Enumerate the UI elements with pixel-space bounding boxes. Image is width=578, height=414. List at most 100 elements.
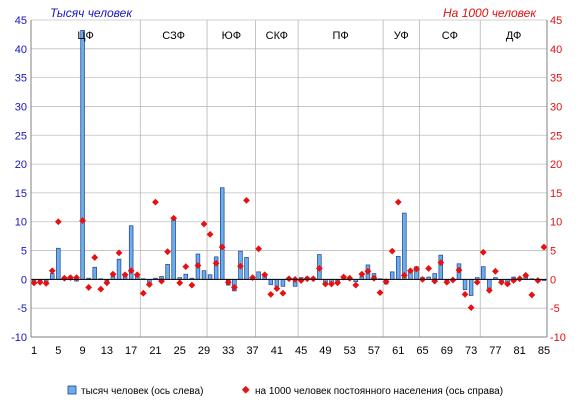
y-right-tick-label: 30 (550, 101, 562, 113)
marker-point (328, 280, 335, 288)
marker-point (200, 220, 208, 228)
marker-point (449, 276, 457, 284)
marker-point (194, 262, 202, 269)
x-tick-label: 49 (319, 345, 331, 357)
x-tick-label: 81 (514, 345, 526, 357)
district-label: СФ (442, 30, 458, 42)
bar (80, 30, 85, 280)
marker-point (504, 280, 511, 288)
marker-point (224, 278, 232, 286)
y-left-tick-label: 5 (21, 246, 27, 258)
marker-point (400, 271, 408, 279)
bar (481, 266, 486, 280)
marker-point (152, 198, 159, 206)
marker-point (437, 259, 445, 267)
x-tick-label: 57 (368, 345, 380, 357)
x-tick-label: 73 (465, 345, 477, 357)
marker-point (443, 278, 451, 286)
legend-marker-label: на 1000 человек постоянного населения (о… (255, 386, 503, 397)
marker-point (285, 275, 293, 283)
marker-point (164, 248, 171, 256)
district-label: ЮФ (222, 30, 241, 42)
x-tick-label: 13 (101, 345, 113, 357)
y-right-tick-label: 20 (550, 159, 562, 171)
y-left-tick-label: -5 (17, 303, 27, 315)
x-tick-label: 1 (31, 345, 37, 357)
marker-point (243, 197, 250, 204)
district-label: СЗФ (162, 30, 185, 42)
bar (116, 258, 122, 280)
bar (50, 273, 55, 280)
x-tick-label: 41 (271, 345, 283, 357)
bar (171, 219, 176, 280)
bar (268, 279, 274, 285)
x-tick-label: 21 (149, 345, 161, 357)
marker-point (237, 262, 244, 270)
x-tick-label: 85 (538, 345, 550, 357)
y-right-tick-label: 25 (550, 130, 562, 142)
marker-point (121, 271, 129, 279)
marker-point (91, 254, 99, 261)
district-label: СКФ (266, 30, 288, 42)
marker-point (42, 279, 50, 287)
y-left-tick-label: 30 (15, 101, 27, 113)
district-label: ПФ (332, 30, 348, 42)
marker-point (522, 271, 530, 279)
y-right-tick-label: 10 (550, 217, 562, 229)
marker-point (540, 243, 548, 251)
bar (92, 266, 97, 280)
bar (396, 255, 401, 280)
marker-point (97, 285, 105, 293)
left-axis-title: Тысяч человек (50, 6, 133, 20)
marker-point (382, 278, 390, 286)
marker-point (346, 274, 354, 282)
legend-bar-swatch (67, 385, 77, 395)
bar (438, 254, 443, 280)
marker-point (394, 198, 402, 206)
marker-point (492, 267, 499, 275)
marker-point (54, 218, 62, 226)
bar (402, 212, 407, 280)
bar (280, 279, 286, 287)
marker-point (413, 265, 420, 273)
marker-point (407, 267, 414, 275)
marker-point (115, 249, 123, 257)
x-tick-label: 65 (416, 345, 428, 357)
legend-bar-label: тысяч человек (ось слева) (81, 386, 203, 397)
marker-point (255, 245, 263, 253)
marker-point (467, 304, 475, 312)
marker-point (85, 284, 93, 291)
marker-point (370, 274, 378, 282)
marker-point (473, 278, 481, 286)
legend: тысяч человек (ось слева) на 1000 челове… (67, 385, 503, 397)
y-left-tick-label: 40 (15, 44, 27, 56)
marker-point (218, 243, 226, 251)
x-tick-label: 53 (344, 345, 356, 357)
marker-point (534, 277, 542, 284)
marker-point (206, 231, 214, 238)
x-tick-label: 25 (174, 345, 186, 357)
marker-point (79, 217, 86, 224)
marker-point (388, 247, 396, 255)
y-right-tick-label: -5 (550, 303, 560, 315)
y-right-tick-label: 45 (550, 15, 562, 27)
marker-point (139, 289, 147, 297)
bar (183, 273, 189, 280)
x-tick-label: 5 (55, 345, 61, 357)
y-left-tick-label: 35 (15, 73, 27, 85)
y-right-tick-label: 0 (550, 274, 556, 286)
marker-point (103, 279, 111, 287)
marker-point (303, 275, 311, 283)
y-left-tick-label: -10 (11, 332, 27, 344)
marker-point (279, 289, 287, 297)
y-left-tick-label: 15 (15, 188, 27, 200)
marker-point (376, 289, 384, 297)
y-right-tick-label: -10 (550, 332, 566, 344)
district-label: УФ (394, 30, 409, 42)
marker-point (340, 273, 348, 281)
marker-series (30, 197, 548, 312)
district-labels: ЦФ СЗФ ЮФ СКФ ПФ УФ СФ ДФ (77, 30, 521, 42)
